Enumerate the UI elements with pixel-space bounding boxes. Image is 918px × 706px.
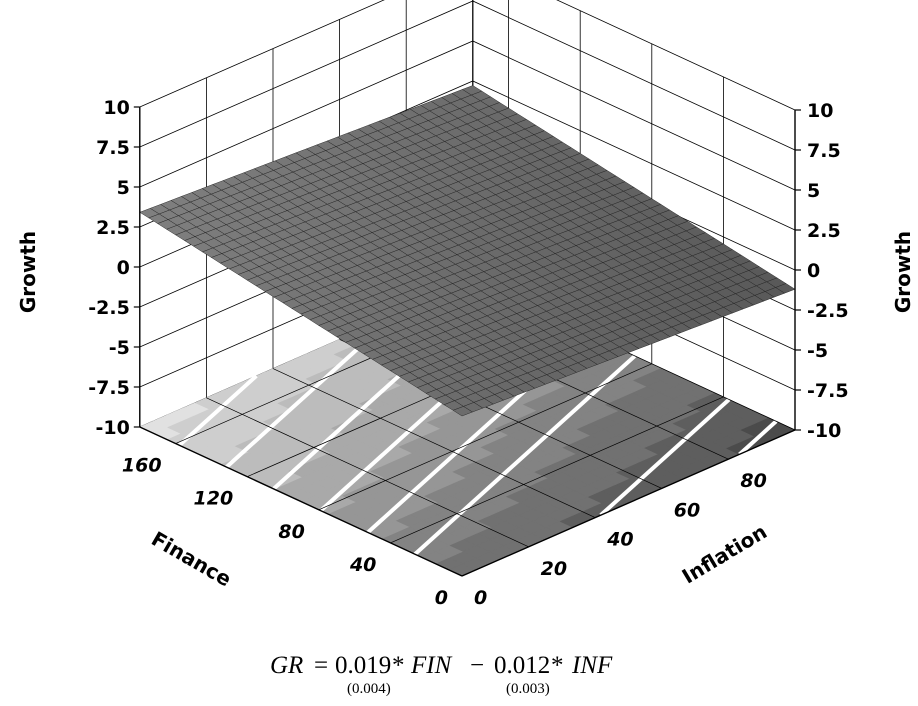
wall-gridline — [139, 0, 796, 111]
growth-tick-label-left: 10 — [103, 97, 129, 119]
equation-star-1: * — [392, 652, 405, 679]
growth-tick-label-right: -5 — [807, 340, 828, 362]
equation-var-finance: FIN — [410, 652, 453, 679]
axis-lines — [133, 106, 801, 577]
floor-gridline — [390, 396, 724, 544]
finance-tick-label: 80 — [278, 521, 304, 543]
tick-labels: 10 10 7.5 7.5 5 5 2.5 2.5 0 0 -2.5 -2.5 -5 -5 -7.5 -7.5… — [88, 97, 848, 609]
growth-tick-label-right: 0 — [807, 260, 820, 282]
growth-tick-label-right: 7.5 — [807, 140, 841, 162]
regression-equation: GR = 0.019 (0.004) * FIN − 0.012 (0.003)… — [270, 652, 613, 697]
finance-tick-label: 0 — [435, 587, 448, 609]
growth-tick-label-left: 7.5 — [96, 137, 130, 159]
finance-axis-title: Finance — [147, 527, 235, 592]
equation-se-finance: (0.004) — [347, 681, 391, 697]
growth-tick-label-left: -7.5 — [88, 377, 130, 399]
growth-axis-title-right: Growth — [891, 231, 915, 313]
growth-tick-label-left: 2.5 — [96, 217, 130, 239]
growth-tick-label-right: 10 — [807, 100, 833, 122]
finance-tick-label: 120 — [194, 488, 234, 510]
axis-line — [461, 429, 796, 577]
floor-contour-line — [178, 374, 258, 447]
growth-tick-label-right: 5 — [807, 180, 820, 202]
growth-tick-label-left: -5 — [109, 337, 130, 359]
equation-minus: − — [470, 652, 484, 679]
inflation-tick-label: 60 — [674, 499, 700, 521]
finance-tick-label: 40 — [349, 554, 376, 576]
growth-tick-label-right: -2.5 — [807, 300, 849, 322]
inflation-tick-label: 40 — [606, 529, 633, 551]
growth-tick-label-right: 2.5 — [807, 220, 841, 242]
finance-tick-label: 160 — [122, 455, 162, 477]
growth-tick-label-left: 0 — [117, 257, 130, 279]
equation-equals: = — [314, 652, 328, 679]
equation-var-inflation: INF — [571, 652, 613, 679]
growth-tick-label-left: -10 — [95, 417, 129, 439]
growth-tick-label-right: -10 — [807, 420, 841, 442]
growth-axis-title-left: Growth — [16, 231, 40, 313]
equation-se-inflation: (0.003) — [506, 681, 550, 697]
floor-contour-line — [738, 419, 778, 456]
surface-mesh-cell — [452, 406, 473, 417]
inflation-tick-label: 20 — [541, 558, 567, 580]
equation-lhs: GR — [270, 652, 303, 679]
axis-line — [139, 426, 463, 577]
equation-star-2: * — [551, 652, 564, 679]
floor-contour-line — [413, 354, 637, 556]
floor-contour-line — [599, 398, 731, 517]
floor-gridline — [318, 363, 652, 511]
floor-gridline — [272, 368, 596, 518]
inflation-axis-title: Inflation — [678, 519, 771, 588]
equation-coef-inflation: 0.012 — [494, 652, 550, 679]
floor-gridline — [206, 397, 529, 548]
equation-coef-finance: 0.019 — [335, 652, 391, 679]
inflation-tick-label: 0 — [474, 587, 487, 609]
growth-tick-label-left: 5 — [117, 177, 130, 199]
inflation-tick-label: 80 — [740, 470, 766, 492]
regression-surface — [139, 85, 796, 417]
growth-tick-label-left: -2.5 — [88, 297, 130, 319]
growth-tick-label-right: -7.5 — [807, 380, 849, 402]
